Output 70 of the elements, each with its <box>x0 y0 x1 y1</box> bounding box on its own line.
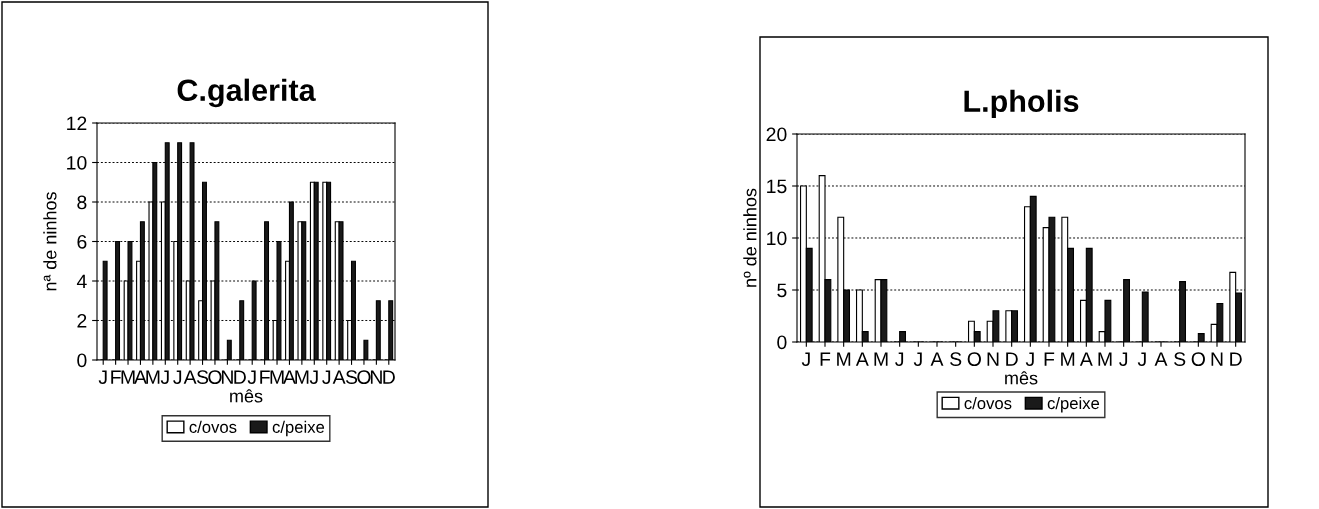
x-tick-label: M <box>1098 352 1112 366</box>
x-axis-title: mês <box>230 389 263 403</box>
x-tick-label: A <box>855 352 869 366</box>
x-tick-label: M <box>1061 352 1075 366</box>
y-tick-label: 5 <box>777 283 787 298</box>
y-axis-title: nª de ninhos <box>43 192 57 291</box>
x-tick-label: M <box>874 352 888 366</box>
x-tick-label: J <box>801 352 810 366</box>
y-tick-label: 15 <box>767 179 787 194</box>
x-tick-label: A <box>183 370 197 384</box>
x-tick-label: J <box>322 370 331 384</box>
chart-title: C.galerita <box>177 78 316 108</box>
x-tick-label: A <box>134 370 147 384</box>
x-tick-label: N <box>221 370 233 384</box>
y-tick-label: 10 <box>767 231 787 246</box>
x-tick-label: J <box>1137 352 1146 366</box>
x-tick-label: O <box>1191 352 1205 366</box>
x-tick-label: J <box>247 370 256 384</box>
x-tick-label: A <box>332 370 346 384</box>
y-tick-label: 2 <box>77 313 87 328</box>
y-tick-label: 20 <box>766 127 787 142</box>
x-tick-label: J <box>98 370 107 384</box>
x-tick-label: D <box>1230 352 1242 366</box>
y-tick-label: 4 <box>76 274 87 289</box>
x-tick-label: D <box>1006 352 1018 366</box>
x-tick-label: S <box>345 370 358 384</box>
x-axis-title: mês <box>1005 371 1038 385</box>
x-tick-label: J <box>913 352 922 366</box>
x-tick-label: J <box>1119 352 1128 366</box>
x-tick-label: M <box>295 370 309 384</box>
y-tick-label: 12 <box>67 116 87 131</box>
chart-title: L.pholis <box>964 89 1079 119</box>
x-tick-label: S <box>1174 352 1186 366</box>
x-tick-label: N <box>1211 352 1223 366</box>
y-tick-label: 0 <box>777 335 787 350</box>
x-tick-label: O <box>967 352 981 366</box>
y-tick-label: 8 <box>77 195 87 210</box>
x-tick-label: M <box>837 352 851 366</box>
x-tick-label: F <box>111 370 121 384</box>
x-tick-label: D <box>234 370 246 384</box>
x-tick-label: S <box>950 352 962 366</box>
x-tick-label: O <box>357 370 371 384</box>
y-tick-label: 10 <box>67 155 87 170</box>
x-tick-label: F <box>260 370 270 384</box>
x-tick-label: J <box>895 352 904 366</box>
x-tick-label: J <box>173 370 182 384</box>
x-tick-label: A <box>1154 352 1168 366</box>
x-tick-label: F <box>1044 352 1055 366</box>
y-tick-label: 6 <box>77 234 87 249</box>
x-tick-label: J <box>160 370 169 384</box>
x-tick-label: N <box>987 352 999 366</box>
legend-label: c/ovos <box>964 396 1012 410</box>
legend-label: c/peixe <box>1047 396 1100 413</box>
y-axis-title: nº de ninhos <box>743 188 757 287</box>
x-tick-label: S <box>196 370 209 384</box>
x-tick-label: M <box>121 370 135 384</box>
x-tick-label: D <box>383 370 395 384</box>
x-tick-label: A <box>1079 352 1093 366</box>
x-tick-label: O <box>208 370 222 384</box>
legend-label: c/ovos <box>189 420 237 433</box>
y-tick-label: 0 <box>77 353 87 368</box>
x-tick-label: J <box>309 370 318 384</box>
x-tick-label: N <box>370 370 382 384</box>
x-tick-label: A <box>283 370 296 384</box>
x-tick-label: J <box>1025 352 1034 366</box>
x-tick-label: F <box>820 352 831 366</box>
legend-label: c/peixe <box>272 420 325 437</box>
x-tick-label: M <box>270 370 284 384</box>
x-tick-label: M <box>146 370 160 384</box>
x-tick-label: A <box>930 352 944 366</box>
